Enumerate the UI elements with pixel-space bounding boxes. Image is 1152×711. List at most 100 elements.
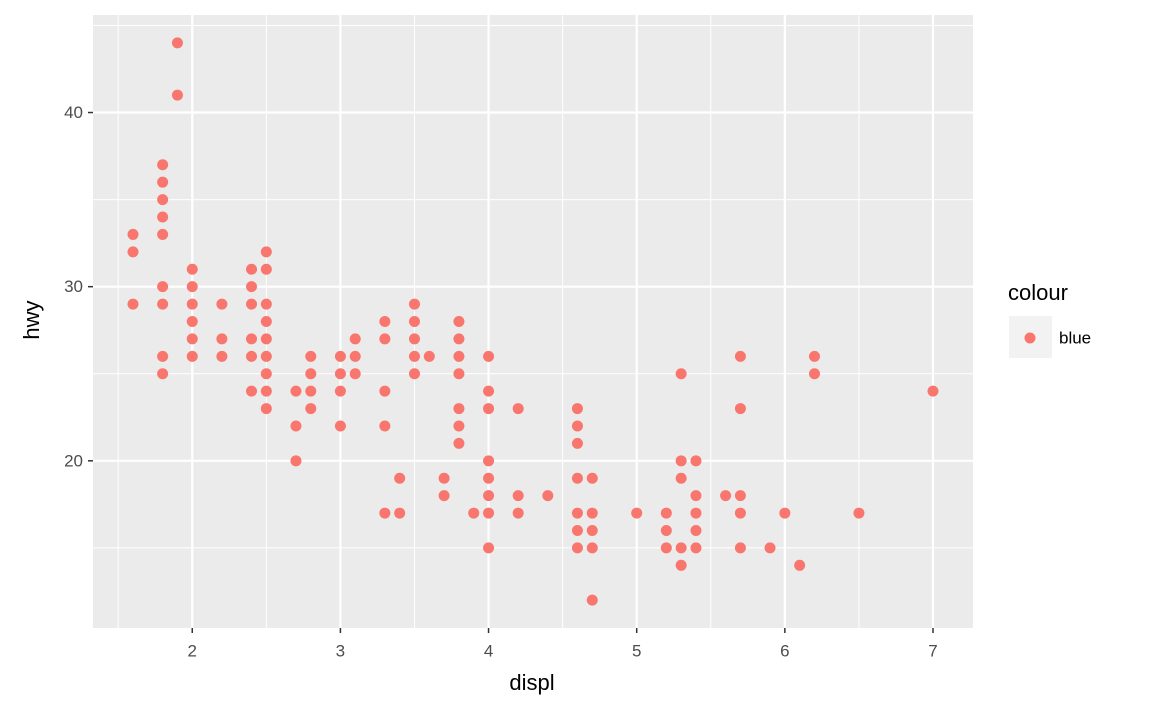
point bbox=[186, 333, 198, 345]
point bbox=[379, 507, 391, 519]
y-tick-label: 30 bbox=[64, 277, 83, 296]
point bbox=[349, 368, 361, 380]
point bbox=[438, 490, 450, 502]
point bbox=[216, 350, 228, 362]
y-axis-title: hwy bbox=[19, 300, 44, 339]
point bbox=[157, 228, 169, 240]
point bbox=[334, 350, 346, 362]
point bbox=[586, 507, 598, 519]
point bbox=[379, 333, 391, 345]
point bbox=[720, 490, 732, 502]
point bbox=[794, 559, 806, 571]
point bbox=[631, 507, 643, 519]
point bbox=[349, 333, 361, 345]
point bbox=[675, 455, 687, 467]
point bbox=[690, 524, 702, 536]
point bbox=[305, 385, 317, 397]
point bbox=[586, 524, 598, 536]
point bbox=[660, 524, 672, 536]
y-tick-label: 20 bbox=[64, 451, 83, 470]
point bbox=[453, 350, 465, 362]
point bbox=[127, 246, 139, 258]
point bbox=[483, 385, 495, 397]
point bbox=[157, 194, 169, 206]
point bbox=[675, 559, 687, 571]
point bbox=[690, 455, 702, 467]
point bbox=[127, 228, 139, 240]
point bbox=[764, 542, 776, 554]
point bbox=[157, 211, 169, 223]
point bbox=[571, 420, 583, 432]
point bbox=[186, 298, 198, 310]
x-tick-label: 4 bbox=[484, 641, 493, 660]
point bbox=[290, 420, 302, 432]
point bbox=[586, 594, 598, 606]
point bbox=[157, 298, 169, 310]
point bbox=[305, 350, 317, 362]
point bbox=[675, 472, 687, 484]
point bbox=[246, 298, 258, 310]
point bbox=[483, 542, 495, 554]
point bbox=[305, 368, 317, 380]
point bbox=[571, 507, 583, 519]
point bbox=[305, 403, 317, 415]
point bbox=[586, 472, 598, 484]
point bbox=[334, 368, 346, 380]
point bbox=[334, 385, 346, 397]
point bbox=[260, 403, 272, 415]
point bbox=[186, 263, 198, 275]
point bbox=[246, 263, 258, 275]
point bbox=[349, 350, 361, 362]
point bbox=[216, 298, 228, 310]
point bbox=[675, 368, 687, 380]
point bbox=[453, 420, 465, 432]
x-tick-label: 5 bbox=[632, 641, 641, 660]
point bbox=[734, 542, 746, 554]
point bbox=[423, 350, 435, 362]
point bbox=[734, 507, 746, 519]
point bbox=[260, 316, 272, 327]
point bbox=[690, 542, 702, 554]
point bbox=[260, 385, 272, 397]
point bbox=[334, 420, 346, 432]
point bbox=[483, 350, 495, 362]
point bbox=[408, 333, 420, 345]
point bbox=[542, 490, 554, 502]
point bbox=[779, 507, 791, 519]
legend-title: colour bbox=[1008, 280, 1068, 305]
point bbox=[571, 472, 583, 484]
point bbox=[512, 507, 524, 519]
point bbox=[483, 403, 495, 415]
point bbox=[453, 333, 465, 345]
point bbox=[734, 490, 746, 502]
point bbox=[408, 298, 420, 310]
point bbox=[290, 455, 302, 467]
point bbox=[512, 490, 524, 502]
x-axis-title: displ bbox=[509, 670, 554, 695]
point bbox=[157, 281, 169, 293]
point bbox=[468, 507, 480, 519]
point bbox=[260, 246, 272, 258]
point bbox=[853, 507, 865, 519]
point bbox=[260, 298, 272, 310]
point bbox=[408, 350, 420, 362]
point bbox=[379, 316, 391, 327]
point bbox=[571, 437, 583, 449]
point bbox=[660, 507, 672, 519]
x-tick-label: 6 bbox=[780, 641, 789, 660]
point bbox=[157, 368, 169, 380]
point bbox=[260, 263, 272, 275]
point bbox=[290, 385, 302, 397]
point bbox=[675, 542, 687, 554]
point bbox=[453, 403, 465, 415]
x-tick-label: 7 bbox=[928, 641, 937, 660]
point bbox=[394, 472, 406, 484]
point bbox=[690, 507, 702, 519]
point bbox=[483, 490, 495, 502]
x-tick-label: 3 bbox=[336, 641, 345, 660]
point bbox=[571, 403, 583, 415]
point bbox=[246, 333, 258, 345]
points bbox=[127, 37, 939, 606]
point bbox=[246, 281, 258, 293]
